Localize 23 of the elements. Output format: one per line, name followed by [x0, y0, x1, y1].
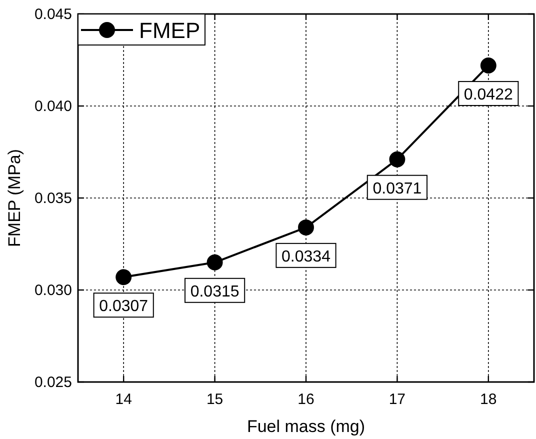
y-tick-label: 0.035 [34, 190, 72, 207]
point [298, 219, 314, 236]
y-axis-title: FMEP (MPa) [5, 149, 24, 247]
legend-label: FMEP [139, 18, 200, 43]
x-tick-label: 14 [115, 391, 132, 408]
point [389, 151, 406, 168]
data-label: 0.0422 [464, 86, 513, 104]
y-tick-label: 0.040 [34, 98, 72, 115]
data-label: 0.0307 [99, 298, 148, 316]
point [116, 269, 132, 286]
x-axis-title: Fuel mass (mg) [246, 417, 366, 436]
x-tick-label: 17 [388, 391, 406, 408]
point [206, 254, 223, 270]
x-tick-label: 15 [206, 391, 224, 408]
point [480, 58, 496, 74]
data-label: 0.0315 [190, 283, 240, 300]
y-tick-label: 0.025 [34, 374, 72, 391]
x-tick-label: 18 [480, 391, 497, 408]
data-label: 0.0371 [372, 180, 422, 198]
y-tick-label: 0.045 [34, 6, 72, 23]
data-label: 0.0334 [282, 248, 331, 266]
x-tick-label: 16 [298, 391, 314, 408]
y-tick-label: 0.030 [34, 282, 72, 299]
